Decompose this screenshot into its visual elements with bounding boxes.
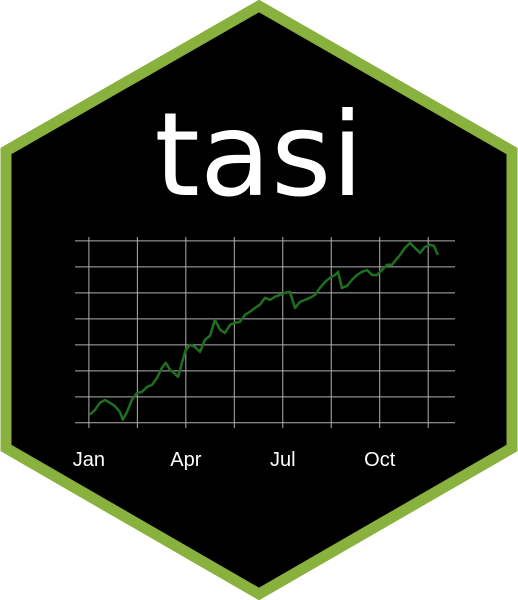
x-tick-label: Jul xyxy=(270,449,296,471)
plot: Jan Apr Jul Oct xyxy=(73,237,455,471)
x-tick-label: Oct xyxy=(364,449,396,471)
x-tick-label: Apr xyxy=(170,449,201,471)
x-tick-label: Jan xyxy=(73,449,105,471)
line xyxy=(89,241,440,421)
title: tasi xyxy=(154,88,363,223)
